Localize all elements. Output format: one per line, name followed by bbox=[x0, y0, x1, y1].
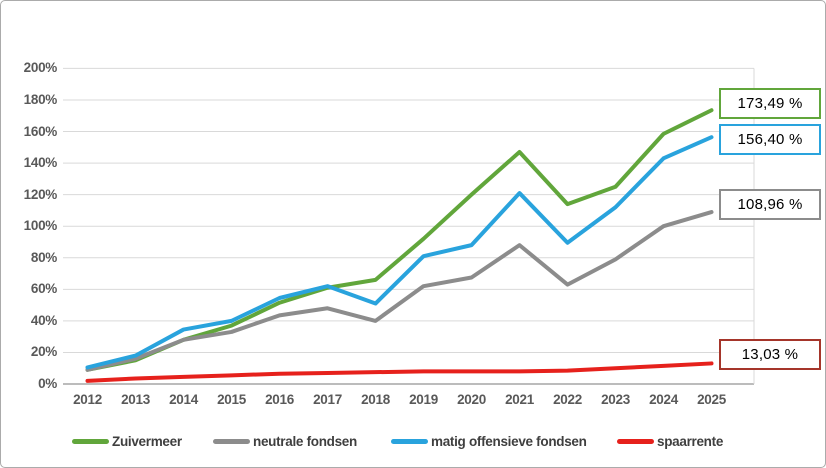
x-tick-label: 2013 bbox=[121, 392, 150, 407]
data-label-spaarrente: 13,03 % bbox=[719, 339, 821, 370]
series-line-neutrale-fondsen bbox=[85, 210, 714, 372]
x-tick-label: 2014 bbox=[169, 392, 198, 407]
x-tick-label: 2018 bbox=[361, 392, 390, 407]
legend-item-neutrale-fondsen: neutrale fondsen bbox=[213, 431, 357, 451]
y-tick-label: 120% bbox=[23, 186, 58, 202]
y-tick-label: 200% bbox=[23, 60, 58, 76]
x-tick-label: 2016 bbox=[265, 392, 294, 407]
data-label-zuivermeer: 173,49 % bbox=[719, 88, 821, 119]
legend-marker-neutrale-fondsen bbox=[213, 438, 250, 444]
data-label-zuivermeer-text: 173,49 % bbox=[737, 95, 803, 112]
y-tick-label: 100% bbox=[23, 218, 58, 234]
x-tick-label: 2023 bbox=[601, 392, 630, 407]
legend-item-matig-offensieve-fondsen: matig offensieve fondsen bbox=[391, 431, 587, 451]
legend-item-zuivermeer: Zuivermeer bbox=[72, 431, 182, 451]
y-tick-label: 160% bbox=[23, 123, 58, 139]
x-tick-label: 2017 bbox=[313, 392, 342, 407]
data-label-matig-offensieve-fondsen-text: 156,40 % bbox=[737, 131, 803, 148]
legend-marker-matig-offensieve-fondsen bbox=[391, 438, 428, 444]
data-label-spaarrente-text: 13,03 % bbox=[741, 346, 799, 363]
legend-label-neutrale-fondsen: neutrale fondsen bbox=[253, 433, 357, 449]
y-tick-label: 140% bbox=[23, 155, 58, 171]
y-tick-label: 60% bbox=[30, 281, 57, 297]
x-tick-label: 2025 bbox=[697, 392, 726, 407]
series-line-matig-offensieve-fondsen bbox=[85, 135, 714, 370]
y-tick-label: 40% bbox=[30, 312, 57, 328]
x-tick-label: 2022 bbox=[553, 392, 582, 407]
x-tick-label: 2024 bbox=[649, 392, 678, 407]
series-line-spaarrente bbox=[85, 361, 714, 383]
data-label-matig-offensieve-fondsen: 156,40 % bbox=[719, 124, 821, 155]
legend-item-spaarrente: spaarrente bbox=[617, 431, 723, 451]
data-label-neutrale-fondsen-text: 108,96 % bbox=[737, 196, 803, 213]
y-tick-label: 180% bbox=[23, 91, 58, 107]
x-tick-label: 2020 bbox=[457, 392, 486, 407]
legend-label-zuivermeer: Zuivermeer bbox=[112, 433, 182, 449]
legend: Zuivermeer neutrale fondsen matig offens… bbox=[1, 431, 825, 451]
legend-label-spaarrente: spaarrente bbox=[657, 433, 724, 449]
x-tick-label: 2015 bbox=[217, 392, 246, 407]
legend-label-matig-offensieve-fondsen: matig offensieve fondsen bbox=[431, 433, 587, 449]
x-tick-label: 2019 bbox=[409, 392, 438, 407]
y-tick-label: 80% bbox=[30, 249, 57, 265]
y-tick-label: 20% bbox=[30, 344, 57, 360]
x-tick-label: 2012 bbox=[73, 392, 102, 407]
x-tick-label: 2021 bbox=[505, 392, 534, 407]
y-tick-label: 0% bbox=[38, 376, 57, 391]
data-label-neutrale-fondsen: 108,96 % bbox=[719, 189, 821, 220]
legend-marker-zuivermeer bbox=[72, 438, 109, 444]
legend-marker-spaarrente bbox=[617, 438, 654, 444]
